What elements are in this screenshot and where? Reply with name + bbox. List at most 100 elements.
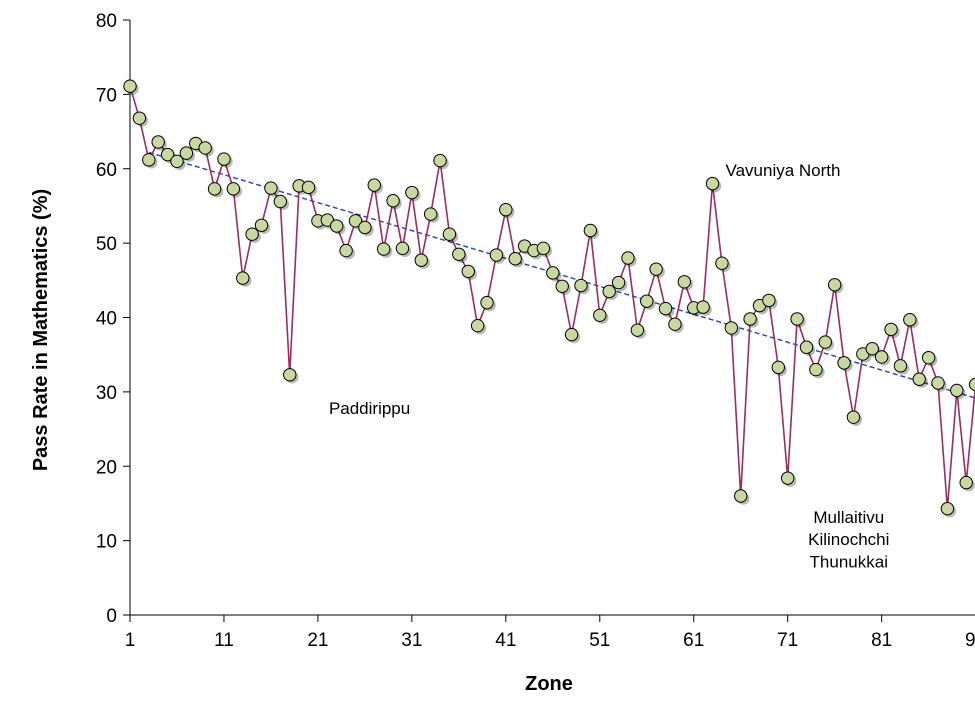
data-point: [959, 475, 973, 490]
data-point: [536, 241, 551, 256]
data-point: [940, 501, 955, 516]
data-point: [950, 383, 964, 398]
data-point: [179, 146, 194, 160]
annotation-label: Kilinochchi: [808, 530, 889, 549]
data-point: [386, 194, 400, 208]
x-tick-label: 41: [495, 630, 516, 651]
data-point: [696, 300, 710, 314]
data-point: [273, 194, 288, 209]
data-point: [912, 372, 926, 386]
data-point: [245, 227, 259, 241]
data-point: [640, 294, 654, 308]
data-point: [593, 308, 607, 322]
data-point: [799, 340, 814, 354]
annotation-label: Mullaitivu: [813, 508, 884, 527]
data-point: [658, 301, 673, 316]
data-point: [602, 284, 616, 299]
data-point: [264, 181, 278, 195]
data-point: [330, 219, 344, 233]
data-point: [339, 243, 353, 258]
data-point: [790, 312, 804, 326]
data-point: [893, 359, 908, 373]
data-point: [611, 275, 626, 290]
data-point: [762, 293, 776, 308]
data-point: [142, 153, 156, 167]
x-tick-label: 31: [401, 630, 422, 651]
data-point: [461, 264, 475, 279]
data-point: [283, 368, 297, 382]
data-point: [865, 342, 879, 356]
y-tick-label: 20: [96, 457, 117, 478]
y-tick-label: 0: [106, 606, 117, 627]
data-point: [132, 111, 147, 125]
data-point: [433, 153, 447, 168]
data-point: [470, 318, 485, 333]
data-point: [320, 213, 335, 227]
data-point: [630, 323, 645, 337]
x-tick-label: 61: [683, 630, 704, 651]
data-point: [715, 256, 729, 270]
x-tick-label: 1: [125, 630, 136, 651]
data-point: [508, 252, 522, 266]
trendline-path: [148, 151, 975, 399]
series-line-group: [129, 85, 975, 509]
data-point: [151, 135, 165, 149]
x-tick-label: 91: [965, 630, 975, 651]
data-point: [903, 313, 917, 327]
y-tick-label: 60: [96, 160, 117, 181]
data-point: [564, 327, 579, 342]
data-point: [574, 278, 588, 293]
data-point: [555, 279, 569, 293]
data-point: [499, 202, 513, 217]
data-point: [301, 180, 316, 195]
data-point: [207, 182, 222, 196]
data-point: [236, 271, 250, 285]
data-point: [480, 295, 494, 310]
data-point: [734, 489, 748, 503]
data-point: [724, 321, 739, 335]
data-point: [348, 214, 363, 228]
data-point: [743, 312, 757, 326]
y-tick-label: 40: [96, 309, 117, 330]
series-line: [129, 85, 975, 509]
data-point: [160, 147, 175, 162]
data-point: [884, 322, 898, 337]
data-point: [442, 227, 457, 241]
data-point: [771, 360, 785, 375]
data-point: [198, 141, 212, 155]
annotations: Vavuniya North Paddirippu Mullaitivu Kilino…: [329, 161, 889, 571]
annotation-label: Paddirippu: [329, 399, 410, 418]
data-point: [217, 152, 231, 166]
x-tick-label: 71: [777, 630, 798, 651]
y-axis-ticks: 0 10 20 30 40 50 60 70 80: [96, 11, 130, 627]
data-point: [818, 335, 832, 349]
x-axis-label: Zone: [525, 673, 573, 695]
x-tick-label: 21: [307, 630, 328, 651]
data-point: [649, 262, 663, 276]
x-tick-label: 11: [214, 630, 234, 651]
x-tick-label: 81: [871, 630, 892, 651]
data-point: [809, 362, 823, 377]
x-tick-label: 51: [589, 630, 610, 651]
data-point: [423, 207, 438, 221]
data-point: [668, 317, 682, 331]
x-axis-ticks: 1112131415161718191: [125, 615, 975, 651]
data-point: [123, 79, 137, 93]
annotation-label: Vavuniya North: [726, 161, 841, 180]
data-point: [705, 176, 720, 191]
data-point: [846, 410, 861, 424]
y-tick-label: 70: [96, 85, 117, 106]
data-point: [367, 178, 381, 192]
data-point: [226, 182, 241, 196]
data-point: [489, 248, 504, 262]
y-tick-label: 50: [96, 234, 117, 255]
trendline: [148, 151, 975, 399]
data-point: [358, 220, 372, 235]
y-tick-label: 10: [96, 532, 117, 553]
data-point: [254, 218, 269, 232]
axes: [129, 20, 975, 616]
y-axis-label: Pass Rate in Mathematics (%): [30, 189, 52, 471]
data-point: [376, 242, 391, 256]
data-point: [931, 376, 945, 390]
